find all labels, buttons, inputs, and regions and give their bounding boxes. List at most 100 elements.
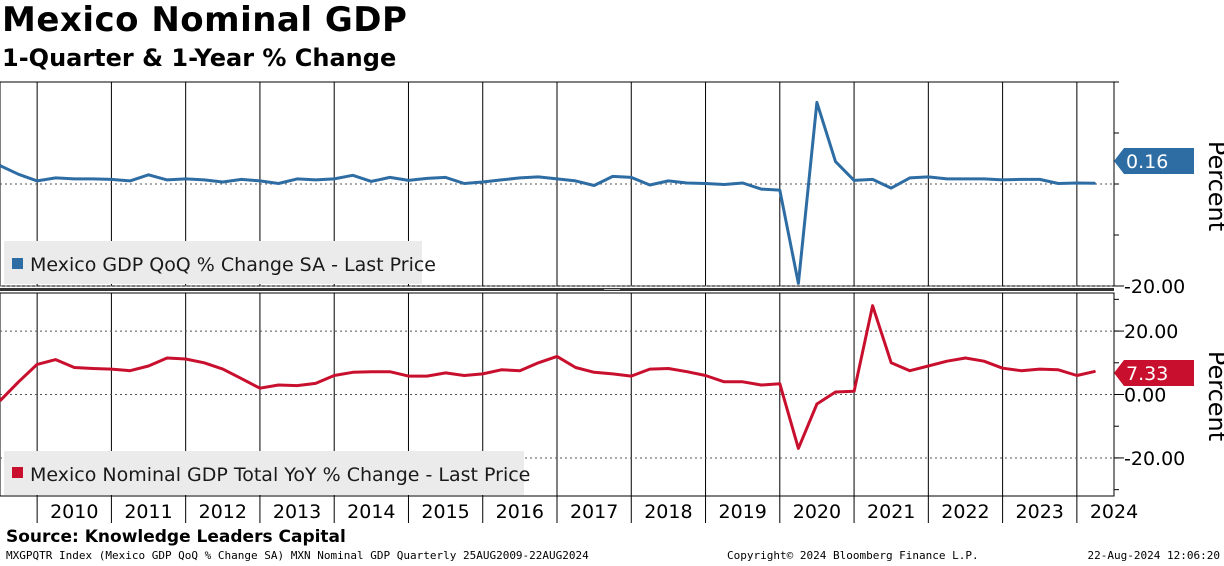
data-point [537, 362, 539, 364]
bottom-last-value: 7.33 [1126, 363, 1168, 385]
data-point [1057, 183, 1059, 184]
data-point [556, 178, 558, 180]
data-point [333, 178, 335, 180]
y-tick-label: 0.00 [1124, 385, 1166, 407]
data-point [110, 368, 112, 370]
data-point [278, 183, 279, 184]
data-point [36, 363, 38, 365]
data-point [853, 179, 855, 181]
data-point [667, 368, 669, 369]
data-point [259, 387, 261, 389]
data-point [408, 375, 409, 377]
data-point [872, 178, 874, 180]
data-point [222, 368, 224, 370]
data-point [853, 390, 855, 392]
x-tick-label: 2021 [867, 501, 915, 523]
data-point [816, 101, 818, 103]
data-point [797, 282, 799, 284]
data-point [73, 367, 75, 368]
y-tick-label: -20.00 [1124, 448, 1185, 470]
data-point [779, 189, 781, 191]
data-point [835, 391, 836, 393]
data-point [593, 185, 595, 186]
data-point [333, 375, 335, 376]
data-point [575, 367, 577, 368]
data-point [185, 358, 187, 360]
top-series-group [0, 100, 1096, 285]
x-tick-label: 2013 [273, 501, 321, 523]
data-point [760, 384, 762, 386]
data-point [203, 362, 205, 364]
data-point [92, 368, 94, 369]
data-point [1094, 370, 1096, 372]
top-legend-swatch [12, 258, 23, 269]
data-point [463, 375, 465, 376]
data-point [927, 176, 929, 178]
data-point [463, 183, 465, 184]
data-point [519, 177, 521, 179]
data-point [872, 305, 874, 307]
data-point [389, 176, 391, 178]
y-tick-label: -20.00 [1124, 276, 1185, 298]
data-point [630, 375, 632, 377]
data-point [389, 371, 391, 373]
data-point [723, 184, 725, 185]
data-point [779, 383, 781, 385]
data-point [352, 371, 354, 373]
data-point [0, 400, 1, 402]
data-point [1076, 375, 1078, 376]
data-point [1020, 178, 1022, 180]
data-point [965, 357, 966, 359]
data-point [1039, 368, 1041, 370]
data-point [649, 368, 651, 370]
bottom-last-value-tag: 7.33 [1114, 360, 1194, 386]
bottom-legend[interactable]: Mexico Nominal GDP Total YoY % Change - … [4, 451, 530, 495]
data-point [222, 181, 224, 183]
data-point [445, 176, 447, 178]
data-point [686, 371, 688, 373]
data-point [537, 176, 539, 178]
x-tick-label: 2012 [199, 501, 247, 523]
data-point [92, 178, 94, 180]
data-point [55, 359, 57, 361]
source-note: Source: Knowledge Leaders Capital [6, 527, 346, 547]
bottom-y-axis-label: Percent [1203, 351, 1224, 441]
x-tick-label: 2015 [421, 501, 469, 523]
x-tick-label: 2018 [644, 501, 692, 523]
data-point [296, 178, 298, 180]
data-point [426, 375, 428, 377]
data-point [0, 165, 1, 167]
data-point [315, 382, 317, 384]
data-point [1002, 367, 1004, 369]
data-point [445, 372, 447, 374]
y-tick-label: 20.00 [1124, 321, 1178, 343]
series-line [0, 304, 1096, 450]
data-point [73, 178, 75, 180]
x-tick-label: 2022 [941, 501, 989, 523]
data-point [1039, 178, 1041, 180]
data-point [185, 178, 187, 180]
data-point [148, 365, 149, 367]
chart-title: Mexico Nominal GDP [2, 0, 408, 40]
data-point [203, 179, 205, 181]
data-point [370, 180, 372, 182]
top-y-axis-label: Percent [1203, 141, 1224, 231]
data-point [1094, 182, 1096, 184]
data-point [240, 378, 242, 380]
x-tick-label: 2011 [124, 501, 172, 523]
data-point [835, 161, 836, 163]
data-point [519, 370, 521, 372]
data-point [686, 182, 688, 184]
bottom-legend-swatch [12, 467, 23, 478]
data-point [1057, 369, 1059, 371]
data-point [352, 174, 354, 176]
data-point [129, 180, 131, 182]
data-point [797, 447, 799, 449]
data-point [129, 370, 131, 372]
bottom-series-group [0, 304, 1096, 450]
top-legend[interactable]: Mexico GDP QoQ % Change SA - Last Price [4, 241, 436, 284]
data-point [370, 371, 372, 373]
data-point [166, 179, 168, 181]
data-point [612, 175, 614, 177]
footer-info: MXGPQTR Index (Mexico GDP QoQ % Change S… [6, 549, 589, 562]
